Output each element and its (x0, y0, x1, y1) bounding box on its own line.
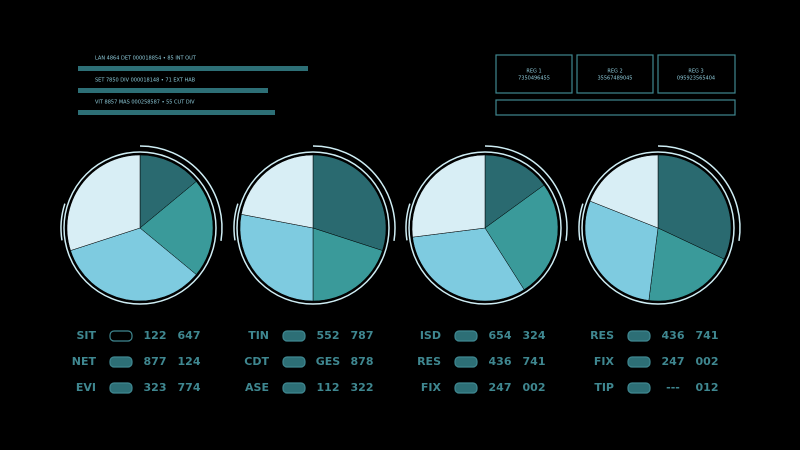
register-code: 35567489045 (598, 76, 633, 82)
legend-value: 741 (523, 355, 546, 368)
legend-value: 878 (351, 355, 374, 368)
legend-label: FIX (421, 381, 442, 394)
legend-value: 436 (662, 329, 685, 342)
register-title: REG 2 (607, 69, 622, 75)
legend-value: 324 (523, 329, 546, 342)
pie-arc (312, 145, 396, 241)
pie-arc (405, 203, 411, 241)
header-bar (78, 110, 275, 115)
legend-value: --- (666, 381, 680, 394)
register-title: REG 1 (526, 69, 541, 75)
legend-value: 247 (662, 355, 685, 368)
register-code: 7350496455 (518, 76, 550, 82)
pie-slice (657, 154, 732, 260)
legend-label: EVI (76, 381, 96, 394)
pie-slice (589, 154, 659, 229)
pie-slice (312, 154, 387, 251)
pie-slice (412, 227, 525, 302)
pie-arc (657, 145, 741, 241)
status-bar (495, 99, 736, 116)
pie-ring (408, 151, 562, 305)
legend-value: 654 (489, 329, 512, 342)
pie-slice (411, 154, 486, 238)
pie-arc (484, 145, 568, 241)
register-box (576, 54, 654, 94)
legend-pill (454, 330, 478, 342)
legend-value: GES (316, 355, 341, 368)
legend-value: 322 (351, 381, 374, 394)
pie-slice (584, 200, 659, 301)
register-box (657, 54, 736, 94)
legend-value: 002 (696, 355, 719, 368)
legend-pill (627, 382, 651, 394)
legend-value: 247 (489, 381, 512, 394)
pie-arc (60, 203, 66, 241)
legend-pill (454, 382, 478, 394)
legend-value: 112 (317, 381, 340, 394)
pie-slice (241, 154, 314, 229)
legend-value: 122 (144, 329, 167, 342)
header-line: VIT 8857 MAS 000258587 • 55 CUT DIV (95, 100, 195, 106)
legend-label: TIP (594, 381, 614, 394)
header-bar (78, 88, 268, 93)
header-line: SET 7850 DIV 000018148 • 71 EXT HAB (95, 78, 196, 84)
legend-pill (627, 356, 651, 368)
legend-value: 552 (317, 329, 340, 342)
legend-value: 002 (523, 381, 546, 394)
legend-label: CDT (244, 355, 269, 368)
legend-pill (627, 330, 651, 342)
legend-value: 787 (351, 329, 374, 342)
legend-value: 741 (696, 329, 719, 342)
legend-value: 124 (178, 355, 201, 368)
legend-label: FIX (594, 355, 615, 368)
legend-pill (454, 356, 478, 368)
pie-slice (139, 181, 214, 275)
pie-arc (139, 145, 223, 241)
legend-label: ISD (420, 329, 441, 342)
legend-label: ASE (245, 381, 269, 394)
pie-slice (66, 154, 141, 251)
pie-slice (484, 154, 545, 229)
legend-value: 323 (144, 381, 167, 394)
pie-arc (233, 203, 239, 241)
pie-slice (139, 154, 197, 229)
register-code: 095923565404 (677, 76, 715, 82)
legend-label: SIT (76, 329, 96, 342)
pie-slice (312, 227, 383, 302)
legend-pill (109, 382, 133, 394)
pie-ring (236, 151, 390, 305)
register-title: REG 3 (688, 69, 703, 75)
pie-slice (70, 227, 197, 302)
legend-pill (282, 356, 306, 368)
pie-slice (648, 227, 725, 302)
register-box (495, 54, 573, 94)
header-line: LAN 4864 DET 000018854 • 85 INT OUT (95, 56, 197, 62)
legend-label: RES (590, 329, 614, 342)
pie-ring (63, 151, 217, 305)
pie-slice (484, 184, 559, 290)
legend-value: 877 (144, 355, 167, 368)
legend-label: NET (72, 355, 97, 368)
legend-pill (109, 356, 133, 368)
legend-label: RES (417, 355, 441, 368)
legend-value: 436 (489, 355, 512, 368)
legend-value: 647 (178, 329, 201, 342)
pie-ring (581, 151, 735, 305)
legend-value: 774 (178, 381, 201, 394)
pie-arc (578, 203, 584, 241)
legend-pill (282, 382, 306, 394)
legend-value: 012 (696, 381, 719, 394)
header-bar (78, 66, 308, 71)
legend-pill (109, 330, 133, 342)
pie-slice (239, 214, 314, 302)
legend-label: TIN (248, 329, 269, 342)
legend-pill (282, 330, 306, 342)
